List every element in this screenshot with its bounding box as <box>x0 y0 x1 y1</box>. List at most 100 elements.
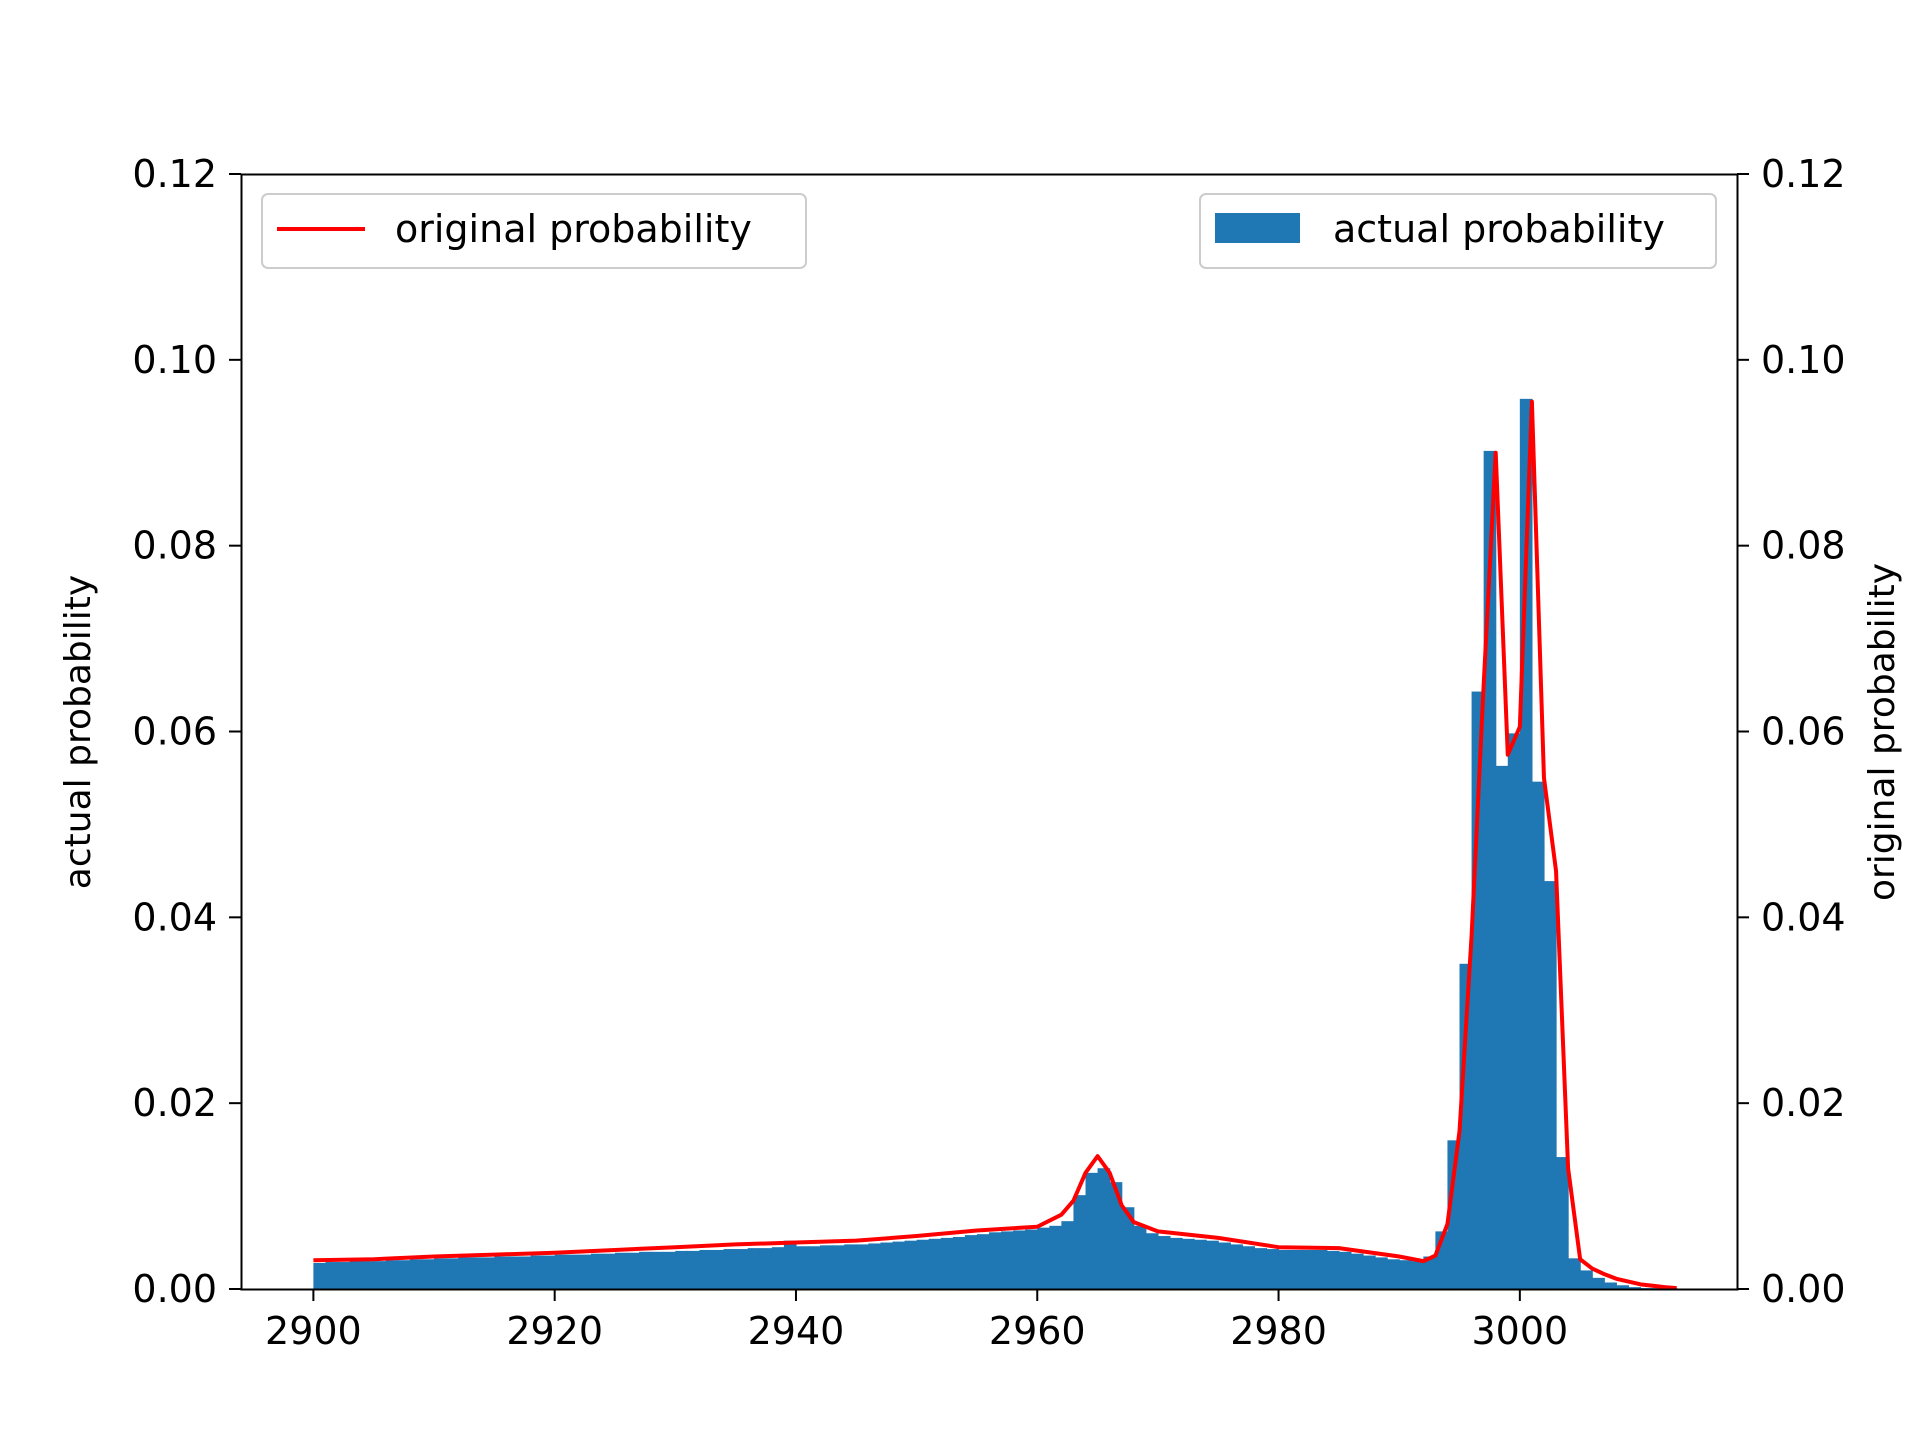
histogram-bar <box>627 1252 640 1289</box>
histogram-bar <box>506 1256 520 1289</box>
legend-actual-swatch <box>1215 213 1300 243</box>
histogram-bar <box>1254 1248 1268 1289</box>
histogram-bar <box>421 1259 435 1289</box>
histogram-bar <box>494 1256 508 1289</box>
histogram-bar <box>1326 1250 1340 1289</box>
histogram-bar <box>675 1250 688 1289</box>
histogram-bar <box>1314 1249 1328 1289</box>
histogram-bar <box>904 1240 918 1289</box>
histogram-bar <box>1604 1282 1617 1289</box>
legend-original-label: original probability <box>395 207 752 251</box>
histogram-bar <box>1206 1240 1219 1289</box>
histogram-bar <box>446 1258 459 1289</box>
x-tick-label: 2940 <box>748 1309 845 1353</box>
histogram-bar <box>1411 1261 1424 1290</box>
histogram-bar <box>397 1260 411 1289</box>
histogram-bar <box>542 1255 556 1289</box>
line-series <box>313 399 1677 1291</box>
histogram-bar <box>868 1243 882 1289</box>
y-left-tick-label: 0.06 <box>132 710 217 754</box>
histogram-bar <box>602 1253 616 1289</box>
histogram-bar <box>1013 1230 1026 1289</box>
x-tick-label: 3000 <box>1471 1309 1568 1353</box>
y-right-tick-label: 0.06 <box>1761 710 1846 754</box>
legend-actual: actual probability <box>1199 193 1717 269</box>
histogram-bar <box>1543 881 1557 1289</box>
legend-actual-label: actual probability <box>1333 207 1665 251</box>
histogram-bar <box>1169 1237 1183 1289</box>
y-right-tick-label: 0.02 <box>1761 1081 1846 1125</box>
histogram-bar <box>735 1249 749 1289</box>
histogram-bar <box>1447 1140 1461 1289</box>
histogram-bar <box>409 1259 423 1289</box>
histogram-bar <box>361 1261 375 1290</box>
y-left-tick-label: 0.10 <box>132 338 217 382</box>
histogram-bar <box>1507 733 1521 1289</box>
histogram-bar <box>1531 781 1545 1289</box>
histogram-bar <box>723 1249 737 1289</box>
legend-original: original probability <box>261 193 807 269</box>
x-tick-label: 2980 <box>1230 1309 1327 1353</box>
histogram-bar <box>1338 1251 1352 1289</box>
y-right-tick-label: 0.00 <box>1761 1267 1846 1311</box>
y-axis-right-title: original probability <box>1862 563 1903 901</box>
x-tick-label: 2900 <box>265 1309 362 1353</box>
histogram-bar <box>1242 1246 1256 1289</box>
histogram-bar <box>639 1251 652 1289</box>
histogram-bar <box>1592 1277 1605 1289</box>
legend-actual-frame <box>1199 193 1717 269</box>
y-right-tick-label: 0.04 <box>1761 895 1846 939</box>
histogram-bar <box>1145 1233 1159 1289</box>
histogram-bar <box>820 1245 833 1289</box>
y-axis-left: 0.00 0.02 0.04 0.06 0.08 0.10 0.12 <box>132 152 241 1311</box>
histogram-bar <box>615 1252 628 1289</box>
histogram-bar <box>1121 1207 1135 1289</box>
histogram-bar <box>1194 1239 1207 1289</box>
histogram-bar <box>1182 1238 1195 1289</box>
histogram-bar <box>1218 1242 1231 1289</box>
histogram-bar <box>1399 1260 1412 1289</box>
histogram-bar <box>832 1245 845 1289</box>
histogram-bar <box>771 1247 785 1289</box>
histogram-bar <box>1628 1287 1642 1289</box>
legend-original-frame <box>261 193 807 269</box>
histogram-bar <box>1109 1182 1123 1289</box>
histogram-bar <box>1580 1270 1593 1289</box>
histogram-bar <box>856 1244 869 1289</box>
histogram-bar <box>892 1241 906 1289</box>
histogram-bar <box>1025 1229 1038 1289</box>
histogram-bar <box>1266 1249 1280 1289</box>
y-right-tick-label: 0.10 <box>1761 338 1846 382</box>
y-axis-right: 0.00 0.02 0.04 0.06 0.08 0.10 0.12 <box>1737 152 1846 1311</box>
histogram-bar <box>952 1236 966 1289</box>
x-tick-label: 2920 <box>506 1309 603 1353</box>
histogram-bar <box>590 1253 604 1289</box>
histogram-bar <box>783 1240 797 1289</box>
histogram-bar <box>880 1242 894 1289</box>
histogram-bar <box>759 1248 773 1289</box>
y-left-tick-label: 0.00 <box>132 1267 217 1311</box>
x-tick-label: 2960 <box>989 1309 1086 1353</box>
histogram-bar <box>928 1238 942 1289</box>
histogram-bar <box>651 1251 664 1289</box>
y-right-tick-label: 0.12 <box>1761 152 1846 196</box>
histogram-bar <box>1387 1259 1400 1289</box>
y-left-tick-label: 0.04 <box>132 895 217 939</box>
histogram-bar <box>687 1250 701 1289</box>
histogram-bar <box>1001 1231 1014 1289</box>
histogram-bar <box>699 1249 713 1289</box>
histogram-bar <box>1556 1157 1569 1289</box>
histogram-bar <box>1375 1257 1388 1289</box>
y-axis-left-title: actual probability <box>58 575 99 889</box>
histogram-bar <box>964 1235 978 1289</box>
y-left-tick-label: 0.12 <box>132 152 217 196</box>
histogram-bar <box>1049 1225 1062 1289</box>
histogram-bar <box>518 1256 532 1289</box>
histogram-bar <box>1037 1227 1050 1289</box>
histogram-bar <box>1495 765 1509 1289</box>
histogram-bar <box>458 1257 471 1289</box>
histogram-bar <box>1616 1285 1630 1289</box>
histogram-bar <box>989 1232 1002 1289</box>
histogram-bar <box>795 1246 809 1289</box>
